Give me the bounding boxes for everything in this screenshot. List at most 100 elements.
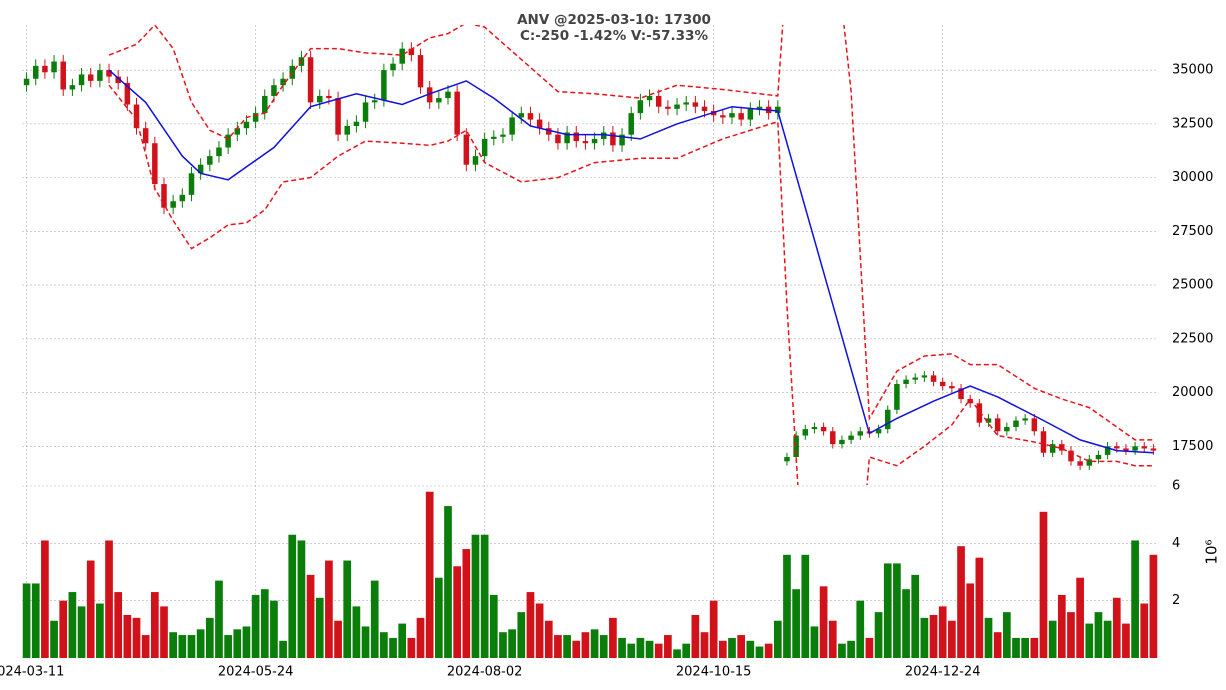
candle-body	[985, 418, 992, 423]
volume-bar	[883, 563, 892, 658]
volume-bar	[453, 566, 462, 658]
candle-body	[1004, 426, 1010, 432]
candle-body	[582, 141, 589, 144]
volume-bar	[462, 549, 471, 658]
candle-body	[1095, 454, 1102, 460]
candle-body	[78, 74, 85, 86]
volume-tick-label: 2	[1172, 593, 1180, 608]
candle-body	[930, 375, 937, 382]
volume-bar	[938, 606, 947, 658]
candle-body	[51, 61, 57, 73]
y-tick-label: 20000	[1172, 385, 1213, 400]
volume-bar	[636, 637, 645, 658]
volume-bar	[380, 632, 388, 658]
candle-body	[610, 132, 616, 146]
chart-subtitle: C:-250 -1.42% V:-57.33%	[520, 28, 708, 44]
volume-bar	[187, 635, 196, 658]
volume-bar	[1131, 540, 1139, 658]
volume-bar	[1149, 554, 1158, 658]
candle-body	[701, 106, 708, 111]
candle-body	[756, 106, 763, 109]
volume-bar	[1085, 623, 1094, 658]
candle-body	[124, 83, 131, 105]
volume-bar	[389, 637, 397, 658]
candle-body	[967, 399, 973, 404]
y-tick-label: 17500	[1172, 439, 1213, 454]
volume-bar	[819, 586, 828, 658]
volume-bar	[31, 583, 40, 658]
volume-bar	[96, 603, 104, 658]
candle-body	[97, 70, 103, 81]
candle-body	[775, 106, 781, 114]
candle-body	[408, 48, 415, 56]
volume-bar	[306, 574, 315, 658]
candle-body	[390, 63, 396, 71]
candle-body	[326, 95, 332, 99]
volume-bar	[407, 637, 416, 658]
volume-bar	[480, 534, 489, 658]
candle-body	[353, 121, 360, 127]
candle-body	[1114, 446, 1120, 449]
volume-bar	[434, 577, 443, 658]
candle-body	[234, 128, 241, 135]
candle-body	[655, 95, 662, 107]
volume-bar	[801, 554, 810, 658]
candle-body	[500, 134, 506, 137]
candle-body	[335, 98, 341, 135]
volume-bar	[489, 594, 498, 658]
candle-body	[875, 429, 882, 434]
candle-body	[161, 184, 167, 208]
volume-bar	[471, 534, 480, 658]
volume-bar	[416, 617, 425, 658]
candle-body	[536, 119, 543, 129]
candle-body	[674, 104, 680, 109]
candle-body	[472, 156, 479, 165]
candle-body	[820, 426, 827, 432]
candle-body	[637, 100, 644, 114]
volume-bar	[581, 632, 590, 658]
candle-body	[555, 134, 561, 144]
candle-body	[738, 113, 744, 120]
volume-bar	[68, 592, 77, 658]
volume-bar	[700, 632, 709, 658]
volume-bar	[773, 620, 782, 658]
candle-body	[262, 95, 268, 114]
candle-body	[142, 128, 149, 144]
volume-bar	[535, 603, 544, 658]
volume-bar	[993, 632, 1002, 658]
volume-bar	[196, 629, 205, 658]
candle-body	[316, 95, 323, 103]
volume-bar	[352, 606, 361, 658]
volume-bar	[251, 594, 260, 658]
volume-bar	[792, 589, 800, 658]
bands	[108, 25, 1154, 485]
candle-body	[1141, 446, 1148, 449]
candle-body	[179, 194, 186, 202]
candle-body	[188, 173, 195, 195]
volume-bar	[279, 640, 287, 658]
candle-body	[69, 85, 76, 90]
candle-body	[32, 65, 39, 79]
volume-bar	[361, 626, 370, 658]
candle-body	[1031, 418, 1038, 432]
candle-body	[921, 375, 928, 378]
volume-bar	[325, 560, 333, 658]
volume-bar	[645, 640, 654, 658]
candle-body	[436, 98, 442, 103]
candle-body	[371, 100, 378, 103]
volume-bar	[150, 592, 159, 658]
volume-bar	[242, 626, 251, 658]
band-line	[108, 69, 1154, 454]
candle-body	[1049, 444, 1056, 453]
volume-bar	[874, 612, 883, 658]
volume-bar	[984, 617, 993, 658]
volume-bar	[746, 640, 755, 658]
volume-bar	[654, 643, 663, 658]
volume-bar	[105, 540, 113, 658]
candle-body	[207, 156, 213, 165]
candle-body	[1123, 448, 1129, 451]
volume-bar	[929, 615, 938, 658]
candle-body	[362, 102, 369, 122]
volume-bar	[1122, 623, 1130, 658]
volume-bar	[370, 580, 379, 658]
